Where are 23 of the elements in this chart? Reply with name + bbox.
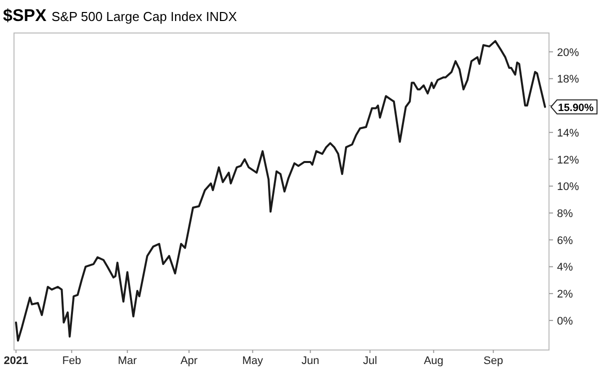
x-tick-label: Feb: [62, 355, 82, 367]
y-tick-label: 12%: [557, 154, 580, 166]
y-tick-label: 2%: [557, 288, 574, 301]
x-tick-label: Aug: [424, 355, 444, 367]
x-tick-label: Jun: [301, 355, 320, 367]
x-tick-label: Apr: [180, 355, 198, 367]
y-tick-label: 4%: [557, 262, 574, 274]
y-tick-label: 8%: [557, 208, 574, 220]
y-tick-label: 10%: [557, 181, 580, 194]
x-tick-label: May: [242, 355, 264, 367]
x-tick-label: Sep: [484, 355, 504, 367]
data-label: 15.90%: [558, 102, 594, 114]
y-tick-label: 6%: [557, 234, 574, 247]
y-tick-label: 20%: [557, 46, 580, 59]
y-tick-label: 0%: [557, 315, 574, 328]
y-tick-label: 14%: [557, 127, 580, 140]
chart-title: $SPX: [3, 6, 48, 25]
x-tick-label: Mar: [118, 355, 138, 367]
x-tick-label: Jul: [362, 355, 378, 367]
chart-subtitle: S&P 500 Large Cap Index INDX: [51, 9, 238, 24]
line-series: [14, 40, 546, 342]
y-tick-label: 18%: [557, 74, 580, 86]
x-tick-label: 2021: [4, 355, 28, 367]
